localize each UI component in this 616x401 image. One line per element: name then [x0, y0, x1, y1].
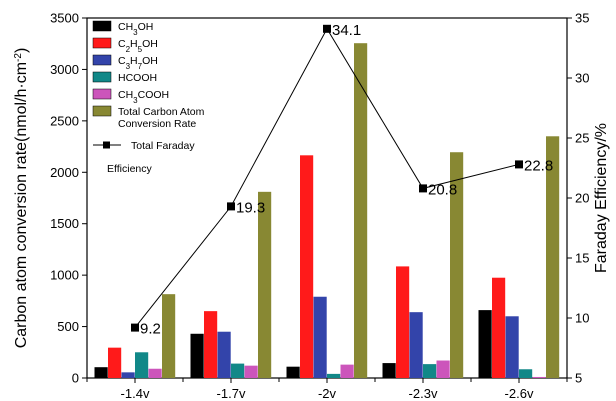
bar-c3h7oh-1-7v — [217, 331, 231, 378]
bar-c2h5oh-2-3v — [396, 266, 410, 378]
legend-item-ch3oh: CH3OH — [92, 20, 153, 37]
efficiency-point-2-3v — [419, 184, 427, 193]
efficiency-data-label: 20.8 — [428, 181, 457, 198]
x-tick-label: -1.4v — [121, 386, 150, 401]
legend-swatch — [92, 37, 112, 49]
y-tick-label: 1000 — [50, 268, 79, 283]
y-tick-label: 3500 — [50, 11, 79, 26]
y2-tick-label: 5 — [575, 371, 582, 386]
efficiency-point-2-6v — [515, 160, 523, 169]
y-tick-label: 2500 — [50, 113, 79, 128]
legend-label: C3H7OH — [118, 55, 158, 71]
x-tick-label: -2v — [318, 386, 337, 401]
series-c3h7oh — [121, 296, 519, 378]
bar-ch3oh-2-3v — [382, 363, 396, 378]
series-c2h5oh — [108, 155, 506, 378]
bar-total-carbon-atom-conversion-rate-2-3v — [450, 152, 464, 378]
efficiency-line-group: 9.2 19.3 34.1 20.8 22.8 — [131, 22, 553, 338]
legend-label: Total Faraday — [131, 140, 195, 152]
legend-item-c3h7oh: C3H7OH — [92, 54, 158, 71]
bar-c3h7oh-2-3v — [409, 312, 423, 378]
y2-tick-label: 10 — [575, 311, 589, 326]
bars-group — [94, 43, 560, 378]
bar-c2h5oh-2v — [300, 155, 314, 378]
bar-c2h5oh-2-6v — [492, 277, 506, 378]
legend-swatch — [92, 20, 112, 32]
legend-swatch — [92, 105, 112, 117]
bar-c3h7oh-2v — [313, 296, 327, 378]
bar-ch3cooh-1-4v — [148, 368, 162, 378]
legend-label: Efficiency — [107, 163, 152, 175]
legend-label: CH3OH — [118, 21, 153, 37]
bar-hcooh-1-7v — [231, 363, 245, 378]
axes-group: 0 500 1000 1500 2000 2500 3000 3500 5 10 15 20 25 30 3… — [50, 11, 589, 401]
bar-ch3cooh-2-3v — [436, 360, 450, 378]
series-ch3cooh — [148, 360, 546, 378]
bar-ch3cooh-2v — [340, 364, 354, 378]
bar-hcooh-1-4v — [135, 352, 149, 378]
legend-swatch — [92, 54, 112, 66]
legend-swatch — [92, 88, 112, 100]
series-hcooh — [135, 352, 533, 378]
y2-axis-title: Faraday Efficiency/% — [593, 123, 610, 273]
y-tick-label: 500 — [57, 319, 79, 334]
y2-tick-label: 15 — [575, 251, 589, 266]
bar-ch3cooh-1-7v — [244, 365, 258, 378]
efficiency-point-2v — [323, 24, 331, 33]
efficiency-data-label: 22.8 — [524, 157, 553, 174]
bar-c3h7oh-1-4v — [121, 372, 135, 378]
efficiency-data-label: 34.1 — [332, 22, 361, 39]
bar-hcooh-2-3v — [423, 364, 437, 378]
efficiency-data-label: 19.3 — [236, 199, 265, 216]
y-tick-label: 3000 — [50, 62, 79, 77]
legend-label: HCOOH — [118, 72, 157, 84]
bar-c3h7oh-2-6v — [505, 316, 519, 378]
legend-label: CH3COOH — [118, 89, 169, 105]
y2-tick-label: 25 — [575, 131, 589, 146]
y-tick-label: 1500 — [50, 216, 79, 231]
x-tick-label: -1.7v — [217, 386, 246, 401]
bar-hcooh-2v — [327, 373, 341, 378]
y2-tick-label: 20 — [575, 191, 589, 206]
legend-item-ch3cooh: CH3COOH — [92, 88, 169, 105]
legend-item-total-carbon-atom-conversion-rate: Total Carbon Atom Conversion Rate — [92, 105, 205, 130]
bar-ch3oh-2v — [286, 366, 300, 378]
x-tick-label: -2.6v — [505, 386, 534, 401]
efficiency-point-1-7v — [227, 202, 235, 211]
y2-tick-label: 30 — [575, 71, 589, 86]
bar-total-carbon-atom-conversion-rate-2v — [354, 43, 368, 378]
series-total-carbon-atom-conversion-rate — [162, 43, 560, 378]
bar-c2h5oh-1-7v — [204, 311, 218, 378]
y2-tick-label: 35 — [575, 11, 589, 26]
bar-total-carbon-atom-conversion-rate-2-6v — [546, 136, 560, 378]
bar-ch3oh-1-7v — [190, 333, 204, 378]
y-tick-label: 0 — [72, 371, 79, 386]
legend-label: Total Carbon Atom Conversion Rate — [118, 106, 205, 130]
legend-label: C2H5OH — [118, 38, 158, 54]
legend-item-hcooh: HCOOH — [92, 71, 157, 84]
efficiency-point-1-4v — [131, 323, 139, 332]
bar-ch3cooh-2-6v — [532, 376, 546, 378]
legend-marker — [103, 141, 110, 149]
legend-swatch — [92, 71, 112, 83]
bar-ch3oh-1-4v — [94, 367, 108, 378]
bar-hcooh-2-6v — [519, 369, 533, 378]
bar-ch3oh-2-6v — [478, 310, 492, 378]
legend-item-total-faraday-efficiency: Total Faraday Efficiency — [93, 140, 195, 175]
efficiency-data-label: 9.2 — [140, 321, 161, 338]
series-ch3oh — [94, 310, 492, 378]
bar-c2h5oh-1-4v — [108, 347, 122, 378]
bar-total-carbon-atom-conversion-rate-1-4v — [162, 294, 176, 378]
y-tick-label: 2000 — [50, 165, 79, 180]
legend-item-c2h5oh: C2H5OH — [92, 37, 158, 54]
bar-total-carbon-atom-conversion-rate-1-7v — [258, 191, 272, 378]
x-tick-label: -2.3v — [409, 386, 438, 401]
y-axis-title: Carbon atom conversion rate(nmol/h·cm-2) — [13, 48, 31, 349]
